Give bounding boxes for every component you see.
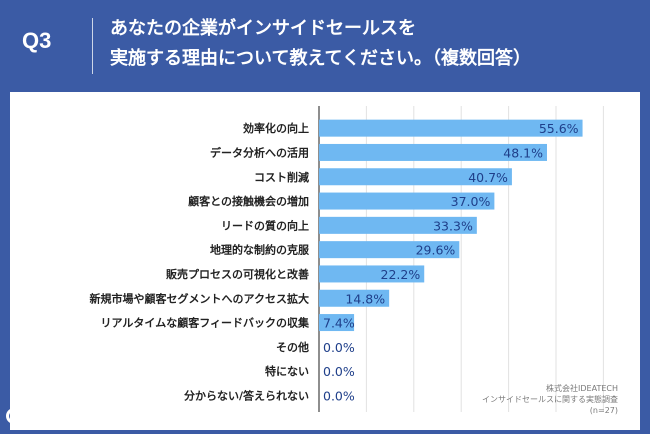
category-label: 新規市場や顧客セグメントへのアクセス拡大 xyxy=(90,291,309,305)
category-label: コスト削減 xyxy=(254,170,309,184)
value-label: 0.0% xyxy=(323,364,355,379)
value-label: 33.3% xyxy=(433,218,473,233)
value-label: 0.0% xyxy=(323,340,355,355)
question-number: Q3 xyxy=(22,28,52,53)
value-label: 22.2% xyxy=(381,267,421,282)
category-label: リアルタイムな顧客フィードバックの収集 xyxy=(101,316,310,330)
value-label: 7.4% xyxy=(323,316,355,331)
value-label: 0.0% xyxy=(323,388,355,403)
category-label: 特にない xyxy=(265,364,309,378)
category-label: リードの質の向上 xyxy=(221,218,309,232)
category-label: 分からない/答えられない xyxy=(184,388,309,402)
value-label: 29.6% xyxy=(416,243,456,258)
category-label: 販売プロセスの可視化と改善 xyxy=(166,267,309,281)
category-label: 顧客との接触機会の増加 xyxy=(188,194,309,208)
header-divider xyxy=(92,18,93,74)
value-label: 55.6% xyxy=(539,121,579,136)
chart-panel: 効率化の向上 55.6% データ分析への活用 48.1% コスト削減 40.7% 顧客との接… xyxy=(10,92,640,430)
bar xyxy=(319,192,495,210)
category-label: データ分析への活用 xyxy=(210,145,309,159)
source-sample-size: (n=27) xyxy=(589,406,618,415)
category-label: 地理的な制約の克服 xyxy=(210,243,310,257)
magnifier-icon xyxy=(6,408,22,424)
bar xyxy=(319,289,390,307)
source-company: 株式会社IDEATECH xyxy=(546,384,618,393)
category-label: その他 xyxy=(276,340,309,354)
question-title-line1: あなたの企業がインサイドセールスを xyxy=(110,18,416,39)
value-label: 14.8% xyxy=(345,291,385,306)
question-header: Q3 あなたの企業がインサイドセールスを 実施する理由について教えてください。（… xyxy=(0,0,650,92)
brand-logo-text: リサピー xyxy=(25,407,86,426)
brand-logo: リサピー xyxy=(6,404,85,428)
bar xyxy=(319,143,547,161)
value-label: 40.7% xyxy=(468,170,508,185)
bar xyxy=(319,241,460,259)
bar-chart: 効率化の向上 55.6% データ分析への活用 48.1% コスト削減 40.7% 顧客との接… xyxy=(90,106,604,412)
question-title: あなたの企業がインサイドセールスを 実施する理由について教えてください。（複数回… xyxy=(110,14,630,74)
source-survey: インサイドセールスに関する実態調査 xyxy=(482,395,618,404)
category-label: 効率化の向上 xyxy=(243,121,309,135)
bar xyxy=(319,265,425,283)
bar xyxy=(319,119,583,137)
value-label: 48.1% xyxy=(503,145,543,160)
bar xyxy=(319,216,477,234)
question-title-line2: 実施する理由について教えてください。（複数回答） xyxy=(110,48,532,69)
source-note: 株式会社IDEATECH インサイドセールスに関する実態調査 (n=27) xyxy=(482,383,618,416)
bar xyxy=(319,168,512,186)
bar xyxy=(319,314,355,332)
value-label: 37.0% xyxy=(451,194,491,209)
